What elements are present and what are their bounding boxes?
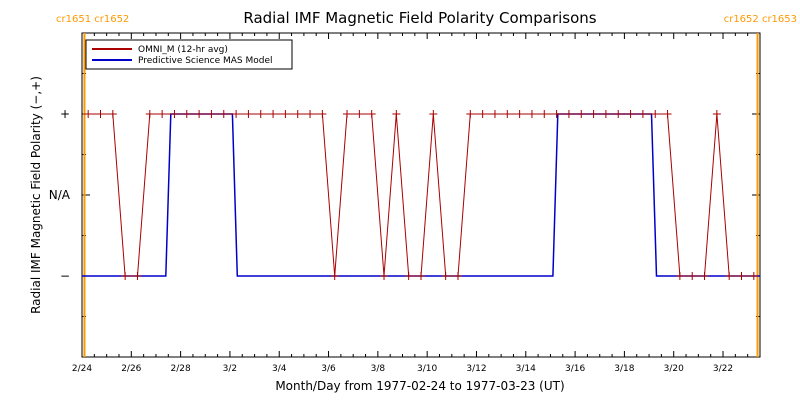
x-tick-label: 2/28 [171, 364, 191, 374]
data-point [195, 110, 204, 118]
data-point [121, 272, 130, 280]
x-tick-label: 3/18 [614, 364, 634, 374]
legend-entry: OMNI_M (12-hr avg) [138, 45, 228, 55]
data-point [380, 272, 389, 280]
x-tick-label: 3/2 [223, 364, 237, 374]
x-tick-label: 3/20 [664, 364, 684, 374]
series-line-model [82, 113, 760, 277]
data-point [133, 272, 142, 280]
data-point [269, 110, 278, 118]
x-tick-label: 3/6 [321, 364, 336, 374]
x-tick-label: 3/16 [565, 364, 585, 374]
x-tick-label: 2/26 [121, 364, 141, 374]
data-point [404, 272, 413, 280]
data-point [219, 110, 228, 118]
data-point [675, 272, 684, 280]
data-point [207, 110, 216, 118]
data-point [96, 110, 105, 118]
data-point [466, 110, 475, 118]
data-point [688, 272, 697, 280]
plot-frame [81, 32, 761, 358]
data-point [712, 110, 721, 118]
y-tick-label: N/A [49, 188, 71, 202]
data-point [232, 110, 241, 118]
x-tick-label: 3/12 [466, 364, 486, 374]
data-point [256, 110, 265, 118]
data-point [429, 110, 438, 118]
data-point [626, 110, 635, 118]
data-point [343, 110, 352, 118]
x-tick-label: 3/4 [272, 364, 287, 374]
data-point [170, 110, 179, 118]
legend: OMNI_M (12-hr avg)Predictive Science MAS… [85, 39, 293, 70]
data-point [651, 110, 660, 118]
data-point [108, 110, 117, 118]
data-point [367, 110, 376, 118]
x-axis-label: Month/Day from 1977-02-24 to 1977-03-23 … [275, 379, 564, 393]
y-axis-label: Radial IMF Magnetic Field Polarity (−,+) [29, 76, 43, 314]
data-point [158, 110, 167, 118]
data-point [614, 110, 623, 118]
carrington-label: cr1651 cr1652 [56, 14, 129, 25]
y-tick-label: − [60, 269, 70, 283]
series-layer [82, 110, 760, 280]
data-point [589, 110, 598, 118]
data-point [244, 110, 253, 118]
data-point [453, 272, 462, 280]
x-tick-label: 3/10 [417, 364, 437, 374]
chart-title: Radial IMF Magnetic Field Polarity Compa… [243, 9, 596, 27]
data-point [490, 110, 499, 118]
data-point [577, 110, 586, 118]
data-point [503, 110, 512, 118]
x-tick-label: 3/22 [713, 364, 733, 374]
data-point [330, 272, 339, 280]
data-point [737, 272, 746, 280]
data-point [663, 110, 672, 118]
data-point [441, 272, 450, 280]
data-point [515, 110, 524, 118]
data-point [478, 110, 487, 118]
axis-layer: 2/24 2/26 2/28 3/2 3/4 3/6 3/8 3/10 3/12 3/14 3/16… [49, 14, 797, 374]
data-point [417, 272, 425, 280]
y-tick-label: + [60, 107, 70, 121]
carrington-label: cr1652 cr1653 [724, 14, 797, 25]
data-point [318, 110, 327, 118]
data-point [392, 110, 401, 118]
x-tick-label: 3/8 [371, 364, 386, 374]
data-point [540, 110, 549, 118]
data-point [281, 110, 290, 118]
data-point [601, 110, 610, 118]
legend-entry: Predictive Science MAS Model [138, 56, 273, 66]
data-point [306, 110, 315, 118]
data-point [749, 272, 758, 280]
x-tick-label: 3/14 [516, 364, 536, 374]
x-tick-label: 2/24 [72, 364, 92, 374]
legend-box [85, 39, 293, 70]
data-point [552, 110, 561, 118]
data-point [293, 110, 302, 118]
data-point [725, 272, 734, 280]
data-point [527, 110, 536, 118]
data-point [638, 110, 647, 118]
data-point [182, 110, 191, 118]
data-point [355, 110, 364, 118]
data-point [84, 110, 93, 118]
plot-border [81, 32, 761, 358]
data-point [145, 110, 154, 118]
data-point [700, 272, 709, 280]
data-point [564, 110, 573, 118]
